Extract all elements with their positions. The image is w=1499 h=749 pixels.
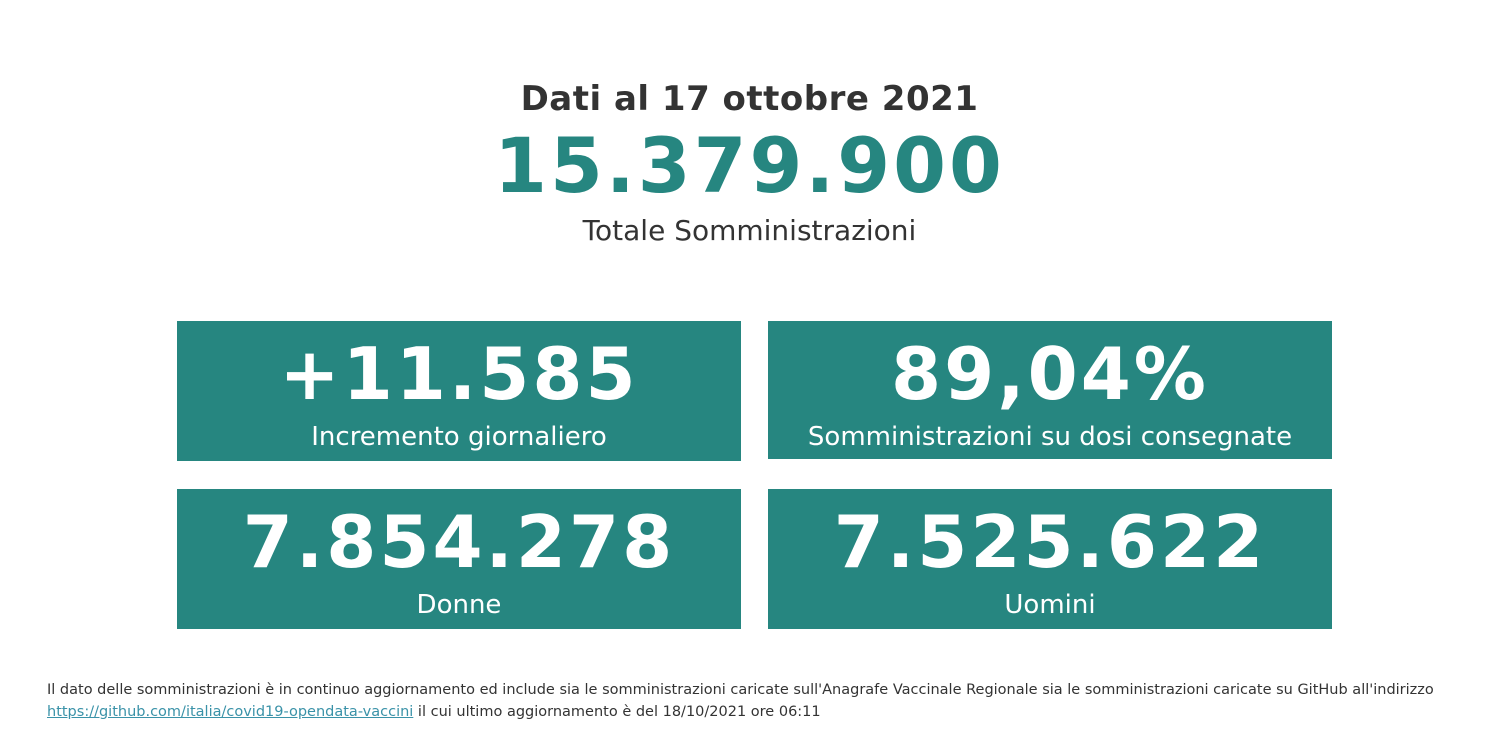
delivered-ratio-value: 89,04% [891, 332, 1209, 416]
women-tile: 7.854.278 Donne [177, 489, 741, 629]
github-repo-link[interactable]: https://github.com/italia/covid19-openda… [47, 704, 414, 720]
delivered-ratio-label: Somministrazioni su dosi consegnate [807, 422, 1293, 452]
women-label: Donne [416, 590, 502, 620]
daily-increment-value: +11.585 [279, 332, 639, 416]
men-tile: 7.525.622 Uomini [768, 489, 1332, 629]
data-source-note: Il dato delle somministrazioni è in cont… [47, 679, 1477, 723]
total-administrations-value: 15.379.900 [494, 121, 1005, 210]
daily-increment-tile: +11.585 Incremento giornaliero [177, 321, 741, 461]
daily-increment-label: Incremento giornaliero [311, 422, 607, 452]
footnote-text-before: Il dato delle somministrazioni è in cont… [47, 682, 1434, 698]
summary-header: Dati al 17 ottobre 2021 15.379.900 Total… [0, 76, 1499, 252]
footnote-text-after: il cui ultimo aggiornamento è del 18/10/… [413, 704, 821, 720]
date-heading: Dati al 17 ottobre 2021 [520, 79, 979, 119]
men-value: 7.525.622 [833, 500, 1267, 584]
men-label: Uomini [1004, 590, 1096, 620]
delivered-ratio-tile: 89,04% Somministrazioni su dosi consegna… [768, 321, 1332, 459]
women-value: 7.854.278 [242, 500, 676, 584]
total-administrations-label: Totale Somministrazioni [582, 214, 917, 247]
